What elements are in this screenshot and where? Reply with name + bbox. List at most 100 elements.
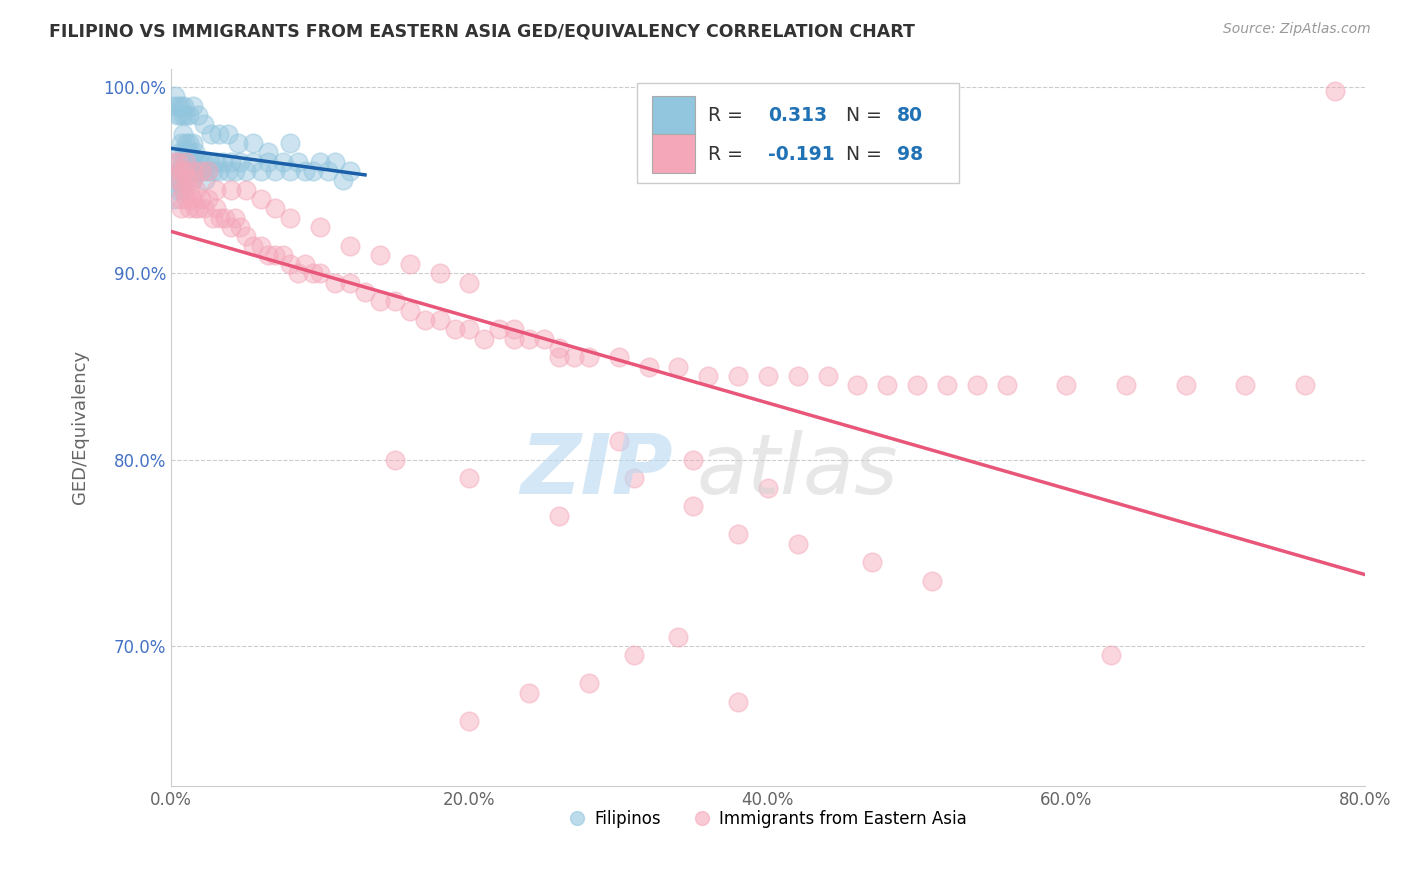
Point — [170, 173, 193, 187]
Point — [169, 192, 191, 206]
Point — [242, 154, 264, 169]
Point — [193, 201, 215, 215]
Point — [398, 303, 420, 318]
Point — [186, 183, 208, 197]
Point — [1234, 378, 1257, 392]
Point — [193, 154, 215, 169]
Point — [190, 154, 212, 169]
Point — [786, 536, 808, 550]
Point — [163, 192, 186, 206]
Point — [1054, 378, 1077, 392]
Point — [183, 136, 205, 150]
Point — [860, 555, 883, 569]
Point — [1115, 378, 1137, 392]
Point — [271, 248, 294, 262]
Point — [167, 99, 190, 113]
Point — [224, 211, 246, 225]
Point — [204, 154, 226, 169]
Point — [165, 89, 187, 103]
Point — [226, 136, 249, 150]
Point — [368, 248, 391, 262]
Point — [214, 211, 236, 225]
Point — [368, 294, 391, 309]
Point — [177, 108, 200, 122]
Point — [217, 127, 239, 141]
Point — [197, 192, 219, 206]
Point — [174, 108, 197, 122]
Point — [287, 154, 309, 169]
Point — [294, 257, 316, 271]
Point — [517, 685, 540, 699]
Point — [228, 154, 250, 169]
Point — [219, 183, 242, 197]
Point — [339, 276, 361, 290]
Point — [187, 201, 209, 215]
Point — [309, 219, 332, 234]
Point — [197, 164, 219, 178]
Point — [183, 99, 205, 113]
Point — [271, 154, 294, 169]
Text: atlas: atlas — [696, 430, 898, 511]
Point — [193, 117, 215, 131]
Point — [697, 368, 720, 383]
Point — [208, 164, 231, 178]
Point — [172, 108, 194, 122]
Point — [332, 173, 354, 187]
Point — [562, 351, 585, 365]
Text: FILIPINO VS IMMIGRANTS FROM EASTERN ASIA GED/EQUIVALENCY CORRELATION CHART: FILIPINO VS IMMIGRANTS FROM EASTERN ASIA… — [49, 22, 915, 40]
Point — [169, 108, 191, 122]
Point — [727, 695, 749, 709]
Point — [180, 154, 202, 169]
Point — [187, 108, 209, 122]
Point — [242, 136, 264, 150]
Point — [257, 145, 280, 160]
Point — [201, 211, 224, 225]
Text: N =: N = — [834, 145, 887, 164]
Point — [280, 164, 302, 178]
Point — [474, 332, 496, 346]
Point — [190, 192, 212, 206]
Point — [169, 164, 191, 178]
Text: 98: 98 — [897, 145, 922, 164]
Point — [264, 248, 287, 262]
Point — [458, 322, 481, 336]
Point — [170, 99, 193, 113]
Point — [1294, 378, 1316, 392]
Point — [264, 164, 287, 178]
Point — [339, 238, 361, 252]
Point — [166, 173, 188, 187]
Point — [188, 164, 211, 178]
FancyBboxPatch shape — [652, 95, 695, 135]
Point — [398, 257, 420, 271]
Point — [235, 183, 257, 197]
Point — [194, 173, 217, 187]
Point — [217, 164, 239, 178]
Point — [384, 452, 406, 467]
Point — [533, 332, 555, 346]
Point — [172, 127, 194, 141]
Point — [1323, 84, 1346, 98]
Point — [257, 248, 280, 262]
Point — [682, 500, 704, 514]
FancyBboxPatch shape — [652, 134, 695, 172]
Point — [173, 145, 195, 160]
Point — [301, 164, 323, 178]
Point — [280, 211, 302, 225]
Point — [309, 267, 332, 281]
Point — [876, 378, 898, 392]
Point — [413, 313, 436, 327]
Point — [173, 99, 195, 113]
Point — [309, 154, 332, 169]
Point — [458, 471, 481, 485]
Point — [224, 164, 246, 178]
Point — [201, 164, 224, 178]
Point — [183, 173, 205, 187]
Point — [637, 359, 659, 374]
Point — [301, 267, 323, 281]
Point — [179, 183, 201, 197]
Point — [228, 219, 250, 234]
Point — [727, 527, 749, 541]
Point — [166, 164, 188, 178]
Point — [163, 99, 186, 113]
Point — [177, 201, 200, 215]
